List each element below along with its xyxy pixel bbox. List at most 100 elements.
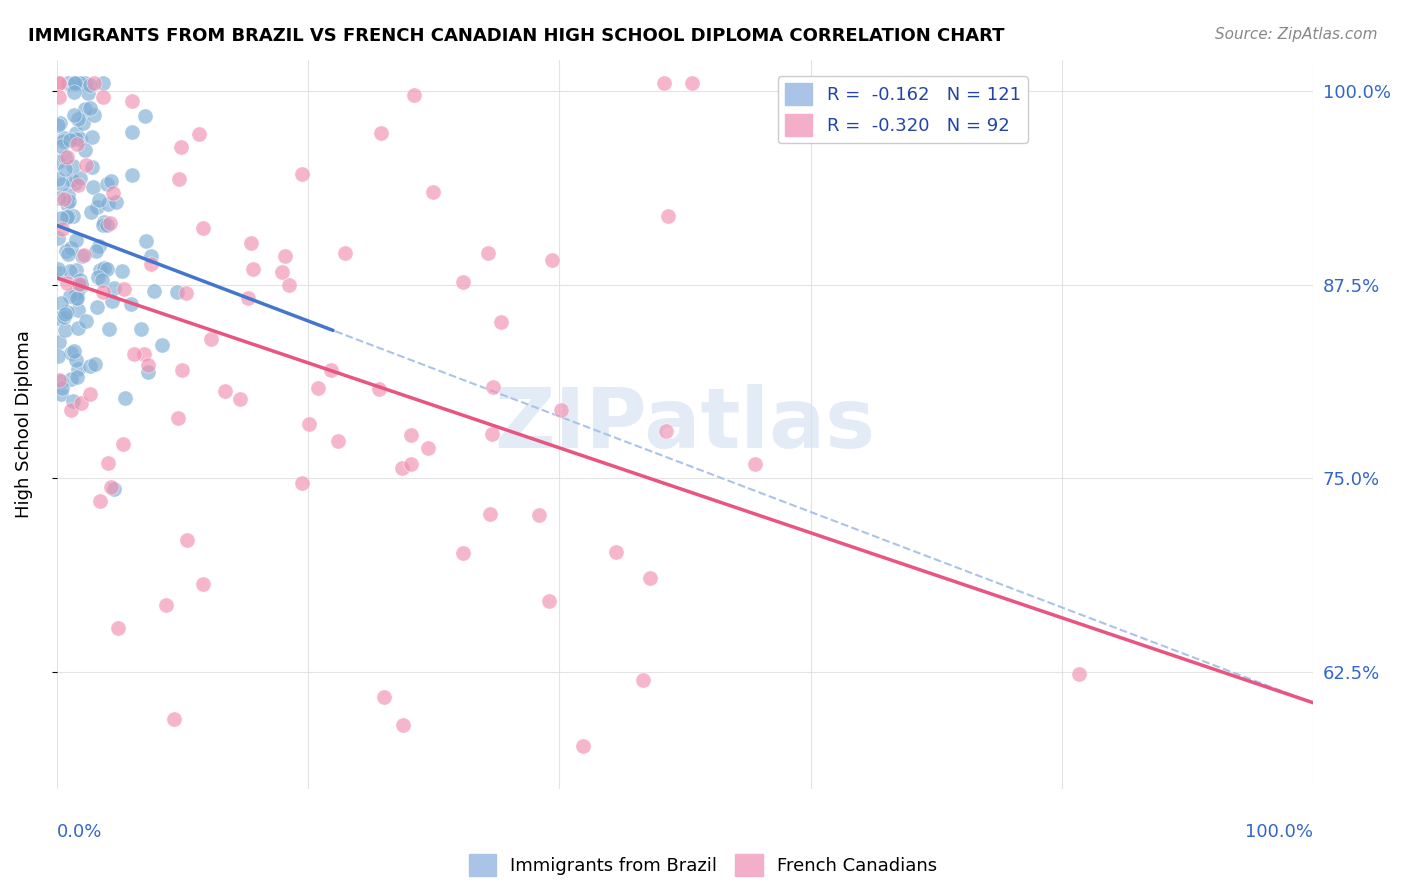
Point <box>73 102 96 116</box>
Point <box>48 76 70 90</box>
Point <box>84 357 107 371</box>
Point <box>489 315 512 329</box>
Point <box>176 533 198 547</box>
Point <box>48 266 70 280</box>
Point <box>69 273 91 287</box>
Point <box>114 391 136 405</box>
Point <box>53 323 76 337</box>
Point <box>49 374 72 388</box>
Point <box>744 457 766 471</box>
Point <box>75 143 97 157</box>
Point <box>53 306 76 320</box>
Point <box>96 218 118 232</box>
Point <box>240 236 263 251</box>
Point <box>114 282 136 296</box>
Point <box>96 177 118 191</box>
Y-axis label: High School Diploma: High School Diploma <box>15 330 32 518</box>
Point <box>60 371 83 385</box>
Point <box>79 78 101 92</box>
Point <box>96 261 118 276</box>
Point <box>333 246 356 260</box>
Point <box>55 150 77 164</box>
Point <box>52 310 75 324</box>
Point <box>655 425 678 439</box>
Point <box>270 265 292 279</box>
Point <box>62 210 84 224</box>
Point <box>107 621 129 635</box>
Point <box>278 277 301 292</box>
Point <box>101 293 124 308</box>
Point <box>55 210 77 224</box>
Point <box>481 380 503 394</box>
Point <box>93 260 115 275</box>
Point <box>46 349 69 363</box>
Point <box>605 545 627 559</box>
Point <box>91 285 114 299</box>
Point <box>62 159 84 173</box>
Point <box>141 257 163 271</box>
Point <box>865 828 887 842</box>
Point <box>681 76 703 90</box>
Point <box>48 191 70 205</box>
Point <box>65 263 87 277</box>
Point <box>65 136 87 151</box>
Point <box>66 370 89 384</box>
Point <box>91 90 114 104</box>
Point <box>121 168 143 182</box>
Text: 100.0%: 100.0% <box>1246 823 1313 841</box>
Point <box>172 363 194 377</box>
Point <box>631 673 654 687</box>
Point <box>104 194 127 209</box>
Point <box>453 546 475 560</box>
Point <box>65 285 87 299</box>
Point <box>53 161 76 176</box>
Point <box>65 126 87 140</box>
Point <box>55 305 77 319</box>
Point <box>58 194 80 209</box>
Point <box>73 248 96 262</box>
Point <box>392 718 415 732</box>
Point <box>399 427 422 442</box>
Point <box>170 140 193 154</box>
Point <box>83 108 105 122</box>
Point <box>86 270 108 285</box>
Point <box>291 476 314 491</box>
Point <box>49 296 72 310</box>
Point <box>86 200 108 214</box>
Point <box>65 233 87 247</box>
Point <box>70 249 93 263</box>
Point <box>87 239 110 253</box>
Point <box>136 358 159 372</box>
Point <box>51 222 73 236</box>
Point <box>139 249 162 263</box>
Point <box>79 387 101 401</box>
Point <box>80 204 103 219</box>
Point <box>62 394 84 409</box>
Point <box>70 279 93 293</box>
Point <box>48 334 70 349</box>
Point <box>79 101 101 115</box>
Point <box>451 275 474 289</box>
Point <box>167 172 190 186</box>
Text: Source: ZipAtlas.com: Source: ZipAtlas.com <box>1215 27 1378 42</box>
Point <box>193 577 215 591</box>
Point <box>67 361 90 376</box>
Point <box>402 88 425 103</box>
Point <box>307 381 329 395</box>
Point <box>132 347 155 361</box>
Point <box>52 192 75 206</box>
Point <box>101 186 124 200</box>
Point <box>391 461 413 475</box>
Point <box>121 94 143 108</box>
Point <box>79 359 101 374</box>
Point <box>129 322 152 336</box>
Point <box>290 167 312 181</box>
Point <box>49 386 72 401</box>
Point <box>51 139 73 153</box>
Point <box>70 277 93 291</box>
Point <box>46 118 69 132</box>
Point <box>69 132 91 146</box>
Point <box>80 130 103 145</box>
Point <box>155 598 177 612</box>
Point <box>77 86 100 100</box>
